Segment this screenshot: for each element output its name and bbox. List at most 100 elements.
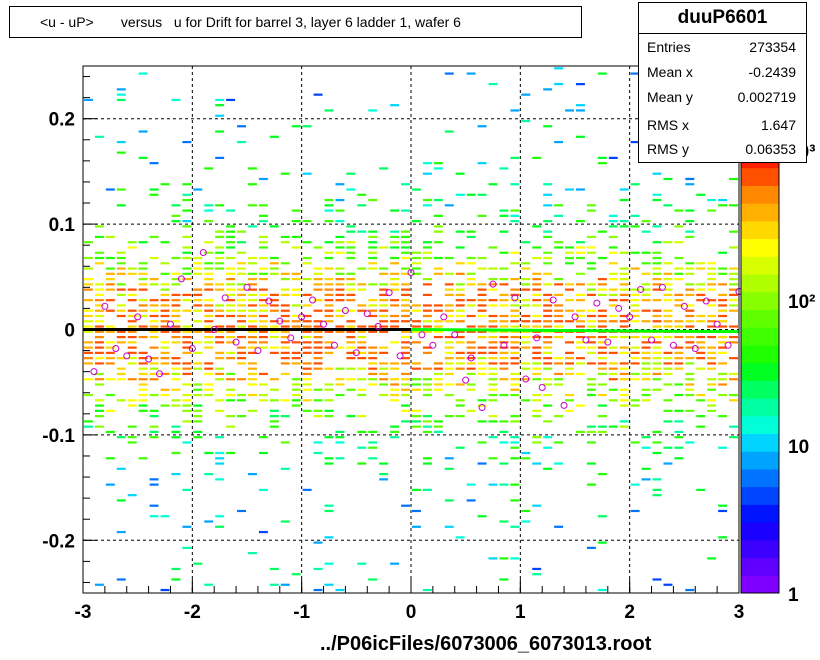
density-cell	[335, 309, 345, 312]
density-cell	[597, 314, 607, 318]
density-cell	[237, 262, 246, 265]
density-cell	[466, 72, 476, 75]
density-cell	[127, 341, 137, 344]
density-cell	[532, 357, 542, 360]
density-cell	[729, 309, 738, 312]
density-cell	[718, 383, 728, 386]
density-cell	[94, 383, 104, 386]
density-cell	[674, 267, 684, 270]
density-cell	[597, 288, 607, 291]
density-cell	[532, 415, 542, 418]
density-cell	[116, 367, 126, 370]
density-cell	[608, 156, 618, 159]
density-cell	[401, 404, 410, 407]
density-cell	[171, 272, 181, 275]
density-cell	[193, 367, 203, 370]
density-cell	[707, 388, 717, 391]
density-cell	[718, 536, 728, 539]
density-cell	[291, 304, 301, 307]
density-cell	[171, 325, 181, 328]
density-cell	[630, 362, 640, 365]
density-cell	[346, 357, 356, 360]
density-cell	[346, 172, 356, 175]
density-cell	[379, 330, 389, 333]
density-cell	[302, 325, 312, 328]
density-cell	[346, 225, 356, 228]
density-cell	[171, 341, 181, 344]
density-cell	[619, 425, 629, 428]
density-cell	[510, 220, 520, 223]
density-cell	[248, 167, 257, 170]
density-cell	[346, 351, 356, 354]
density-cell	[532, 367, 542, 370]
density-cell	[335, 267, 345, 270]
density-cell	[324, 241, 334, 244]
density-cell	[455, 230, 465, 233]
density-cell	[554, 283, 564, 286]
density-cell	[521, 119, 531, 123]
stats-row-rms-x: RMS x 1.647	[647, 113, 796, 137]
density-cell	[543, 293, 553, 297]
density-cell	[652, 430, 662, 434]
density-cell	[204, 520, 214, 523]
density-cell	[204, 320, 214, 323]
density-cell	[160, 320, 170, 323]
density-cell	[335, 288, 345, 291]
density-cell	[685, 588, 695, 592]
density-cell	[258, 335, 268, 339]
density-cell	[499, 209, 509, 212]
density-cell	[488, 436, 498, 439]
density-cell	[149, 362, 159, 365]
density-cell	[127, 441, 137, 444]
density-cell	[466, 272, 476, 275]
density-cell	[521, 267, 531, 270]
density-cell	[499, 320, 509, 323]
density-cell	[204, 167, 214, 170]
density-cell	[576, 109, 585, 112]
density-cell	[674, 457, 684, 460]
density-cell	[357, 288, 367, 291]
stats-row-mean-y: Mean y 0.002719	[647, 85, 796, 109]
color-palette: 11010²10³	[740, 142, 815, 606]
density-cell	[543, 204, 553, 207]
density-cell	[248, 378, 257, 381]
profile-point	[418, 331, 426, 339]
density-cell	[532, 156, 542, 159]
density-cell	[171, 578, 181, 581]
density-cell	[499, 325, 509, 328]
density-cell	[543, 467, 553, 470]
density-cell	[105, 267, 115, 270]
density-cell	[444, 341, 454, 344]
density-cell	[565, 246, 574, 249]
density-cell	[357, 462, 367, 465]
density-cell	[608, 214, 618, 217]
density-cell	[532, 314, 542, 318]
density-cell	[499, 283, 509, 286]
density-cell	[248, 183, 257, 186]
density-cell	[324, 346, 334, 349]
density-cell	[729, 399, 738, 402]
density-cell	[390, 393, 400, 397]
density-cell	[324, 256, 334, 260]
density-cell	[619, 267, 629, 270]
density-cell	[718, 251, 728, 254]
density-cell	[401, 314, 410, 318]
density-cell	[433, 272, 443, 275]
density-cell	[707, 367, 717, 370]
density-cell	[466, 483, 476, 486]
density-cell	[280, 288, 290, 291]
density-cell	[532, 462, 542, 465]
density-cell	[696, 357, 706, 360]
profile-point	[363, 310, 371, 318]
x-tick-label: -1	[293, 602, 310, 623]
density-cell	[346, 415, 356, 418]
density-cell	[521, 325, 531, 328]
density-cell	[149, 325, 159, 328]
density-cell	[488, 457, 498, 460]
density-cell	[433, 430, 443, 434]
density-cell	[258, 272, 268, 275]
density-cell	[466, 383, 476, 386]
density-cell	[565, 188, 574, 191]
density-cell	[433, 162, 443, 165]
density-cell	[521, 93, 531, 96]
